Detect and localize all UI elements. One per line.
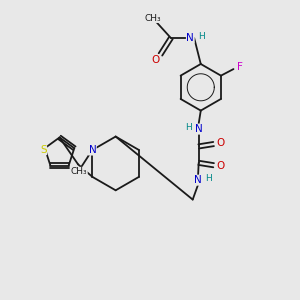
Text: S: S — [40, 145, 46, 155]
Text: O: O — [216, 161, 224, 171]
Text: N: N — [88, 145, 96, 155]
Text: N: N — [194, 175, 202, 185]
Text: H: H — [198, 32, 205, 41]
Text: H: H — [185, 123, 192, 132]
Text: F: F — [236, 62, 242, 72]
Text: N: N — [186, 33, 194, 43]
Text: CH₃: CH₃ — [70, 167, 87, 176]
Text: O: O — [216, 138, 224, 148]
Text: N: N — [195, 124, 203, 134]
Text: CH₃: CH₃ — [145, 14, 161, 22]
Text: H: H — [205, 174, 212, 183]
Text: O: O — [151, 55, 160, 64]
